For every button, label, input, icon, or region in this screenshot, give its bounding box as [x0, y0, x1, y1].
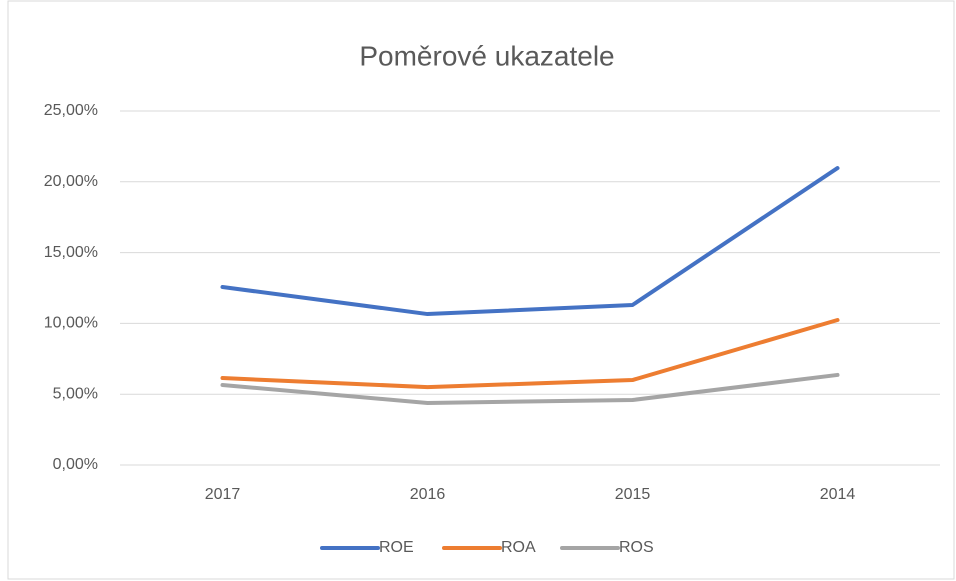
- legend-label: ROS: [619, 539, 654, 556]
- series-line: [220, 372, 840, 405]
- chart-title: Poměrové ukazatele: [359, 40, 614, 71]
- y-tick-label: 10,00%: [44, 315, 98, 332]
- y-tick-label: 20,00%: [44, 173, 98, 190]
- series-line: [220, 318, 840, 390]
- x-tick-label: 2015: [615, 486, 651, 503]
- x-tick-label: 2017: [205, 486, 241, 503]
- x-tick-label: 2016: [410, 486, 446, 503]
- legend-label: ROA: [501, 539, 536, 556]
- chart-border: [7, 0, 955, 580]
- y-tick-label: 5,00%: [53, 385, 98, 402]
- y-tick-label: 25,00%: [44, 102, 98, 119]
- x-tick-label: 2014: [820, 486, 856, 503]
- series-line: [220, 166, 840, 317]
- y-tick-label: 0,00%: [53, 456, 98, 473]
- y-tick-label: 15,00%: [44, 244, 98, 261]
- legend-label: ROE: [379, 539, 414, 556]
